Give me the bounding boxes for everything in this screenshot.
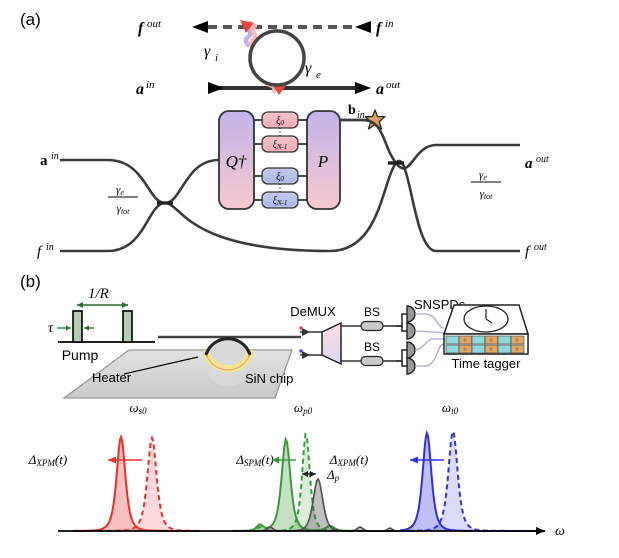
- svg-text:DeMUX: DeMUX: [290, 304, 336, 319]
- svg-text:⋮: ⋮: [275, 183, 285, 194]
- svg-text:out: out: [386, 79, 401, 91]
- svg-text:SiN chip: SiN chip: [245, 371, 293, 386]
- svg-text:Time tagger: Time tagger: [452, 356, 522, 371]
- svg-text:f: f: [525, 244, 531, 260]
- svg-text:out: out: [147, 18, 162, 30]
- svg-text:in: in: [146, 79, 155, 91]
- svg-text:BS: BS: [364, 340, 380, 354]
- svg-text:ΔXPM(t): ΔXPM(t): [329, 452, 368, 468]
- svg-text:1/R: 1/R: [88, 286, 109, 302]
- svg-text:ΔSPM(t): ΔSPM(t): [235, 452, 273, 468]
- svg-text:Q†: Q†: [226, 152, 247, 171]
- svg-text:b: b: [348, 103, 356, 118]
- svg-text:a: a: [376, 81, 384, 98]
- svg-text:Pump: Pump: [62, 347, 99, 363]
- svg-text:ωp0: ωp0: [294, 400, 313, 416]
- svg-text:f: f: [138, 20, 145, 37]
- svg-text:γe: γe: [116, 184, 124, 197]
- svg-text:⋮: ⋮: [275, 127, 285, 138]
- svg-text:in: in: [51, 151, 59, 162]
- svg-text:a: a: [136, 81, 144, 98]
- svg-text:f: f: [376, 20, 383, 37]
- svg-text:BS: BS: [364, 305, 380, 319]
- svg-text:ωs0: ωs0: [129, 400, 147, 416]
- svg-text:Heater: Heater: [92, 370, 132, 385]
- svg-text:γ: γ: [305, 60, 312, 77]
- svg-text:in: in: [385, 18, 394, 30]
- svg-text:Δp: Δp: [326, 467, 340, 483]
- svg-text:γ: γ: [204, 43, 211, 60]
- svg-text:γe: γe: [479, 169, 487, 182]
- svg-text:a: a: [40, 153, 48, 169]
- svg-text:ωi0: ωi0: [442, 400, 459, 416]
- svg-text:P: P: [317, 152, 328, 171]
- svg-text:e: e: [316, 69, 321, 81]
- svg-text:γtot: γtot: [480, 188, 494, 201]
- svg-text:f: f: [37, 244, 43, 260]
- svg-text:γtot: γtot: [117, 203, 131, 216]
- svg-text:out: out: [534, 242, 547, 253]
- svg-text:i: i: [215, 52, 218, 64]
- svg-text:τ: τ: [48, 321, 54, 336]
- svg-text:out: out: [536, 154, 549, 165]
- svg-text:a: a: [525, 156, 533, 172]
- svg-text:in: in: [46, 242, 54, 253]
- svg-text:ΔXPM(t): ΔXPM(t): [28, 452, 67, 468]
- svg-text:ω: ω: [555, 524, 565, 539]
